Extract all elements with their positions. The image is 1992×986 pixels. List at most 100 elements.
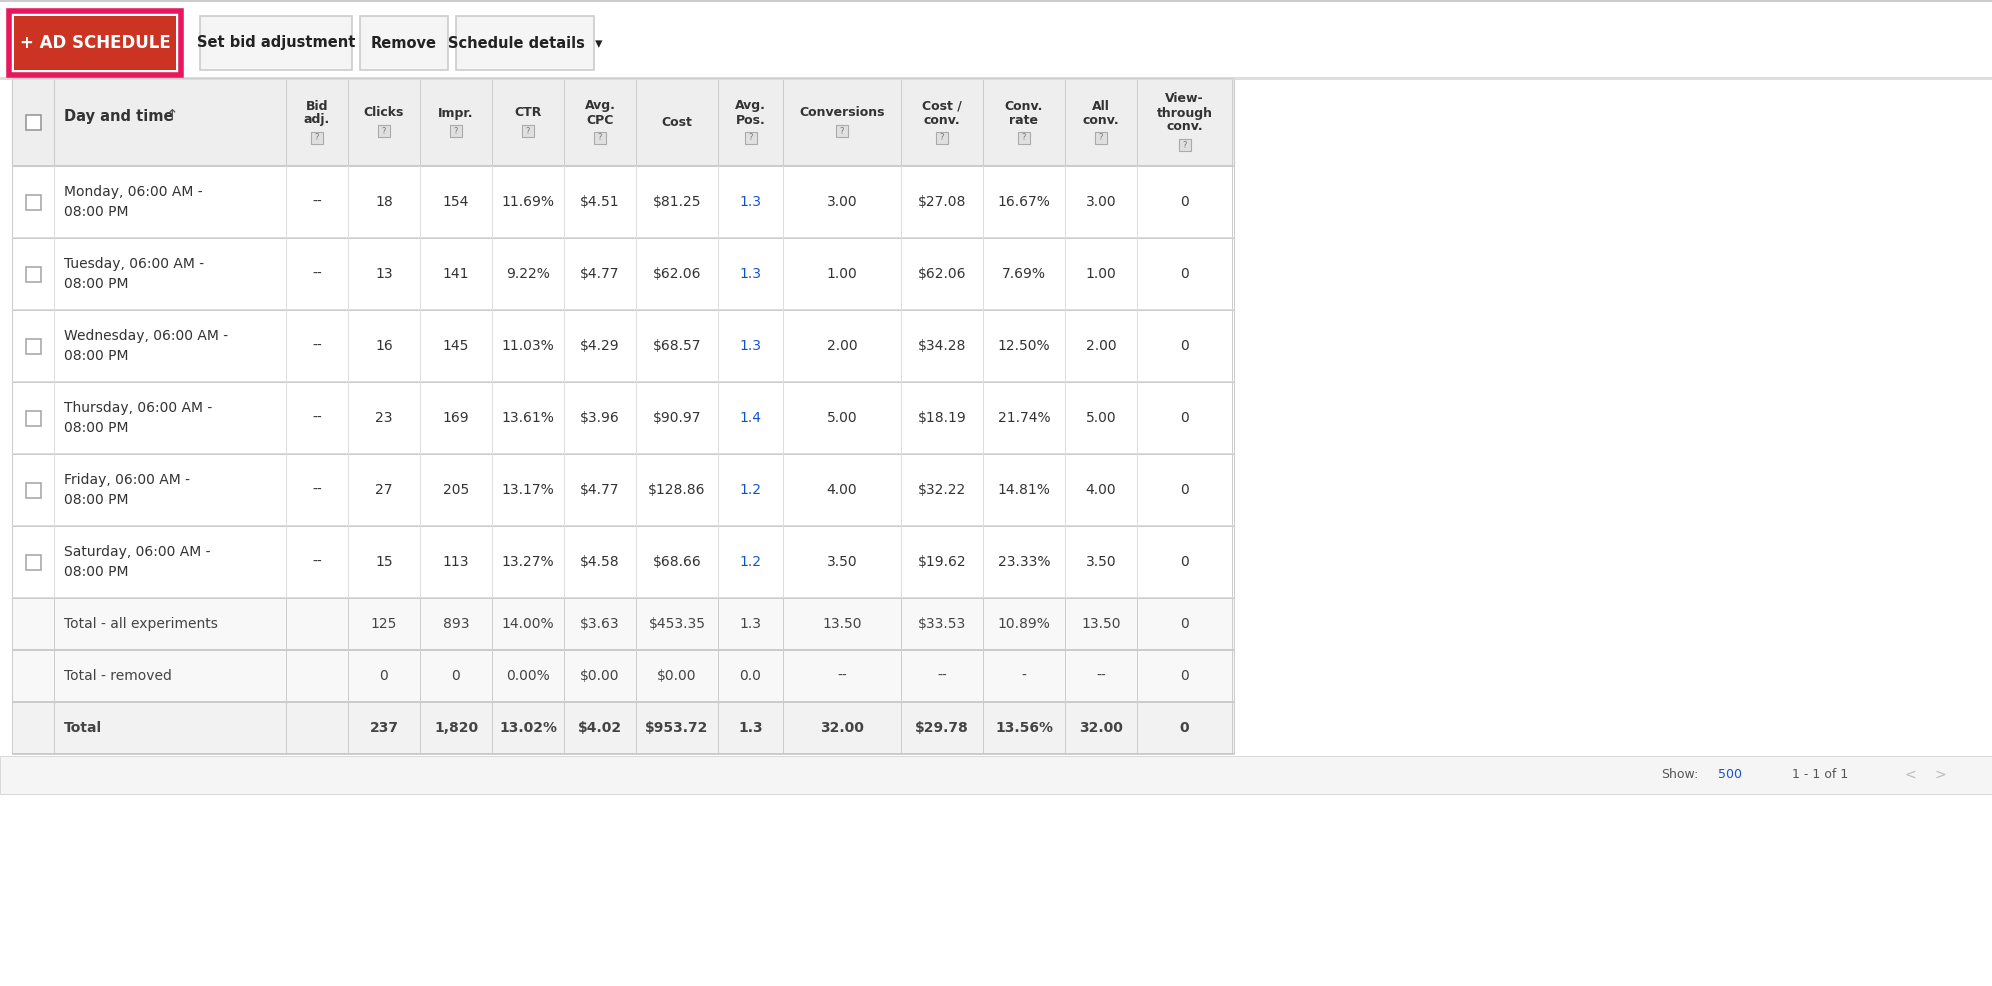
Text: ?: ? xyxy=(1100,133,1104,143)
Bar xyxy=(14,16,175,70)
Bar xyxy=(12,309,1233,310)
Text: 1.3: 1.3 xyxy=(739,617,761,631)
Text: 3.50: 3.50 xyxy=(1086,555,1116,569)
Text: --: -- xyxy=(313,555,323,569)
Text: 13.50: 13.50 xyxy=(1082,617,1121,631)
Text: ?: ? xyxy=(454,126,458,135)
Text: 0: 0 xyxy=(1179,411,1189,425)
Text: Tuesday, 06:00 AM -: Tuesday, 06:00 AM - xyxy=(64,257,203,271)
Text: Wednesday, 06:00 AM -: Wednesday, 06:00 AM - xyxy=(64,329,229,343)
Bar xyxy=(12,310,1233,382)
Text: 32.00: 32.00 xyxy=(1080,721,1123,735)
Text: 237: 237 xyxy=(369,721,398,735)
Text: 32.00: 32.00 xyxy=(821,721,865,735)
Text: 1.00: 1.00 xyxy=(1086,267,1116,281)
Bar xyxy=(12,454,1233,526)
Text: 205: 205 xyxy=(442,483,470,497)
Text: 4.00: 4.00 xyxy=(827,483,857,497)
Text: 5.00: 5.00 xyxy=(1086,411,1116,425)
Text: 0: 0 xyxy=(1179,669,1189,683)
Bar xyxy=(837,125,849,137)
Bar xyxy=(0,0,1992,78)
Text: --: -- xyxy=(313,267,323,281)
Text: $4.02: $4.02 xyxy=(578,721,622,735)
Text: $3.96: $3.96 xyxy=(580,411,620,425)
Bar xyxy=(12,78,54,166)
Text: Clicks: Clicks xyxy=(365,106,404,119)
Text: 08:00 PM: 08:00 PM xyxy=(64,349,129,363)
Text: 1.00: 1.00 xyxy=(827,267,857,281)
Text: --: -- xyxy=(313,411,323,425)
Text: Cost: Cost xyxy=(661,115,693,128)
Bar xyxy=(12,526,1233,598)
Bar xyxy=(12,78,1233,166)
Text: 1.3: 1.3 xyxy=(739,195,761,209)
Text: 14.81%: 14.81% xyxy=(998,483,1050,497)
Text: 0.00%: 0.00% xyxy=(506,669,550,683)
Text: Avg.: Avg. xyxy=(584,100,616,112)
Text: ?: ? xyxy=(841,126,845,135)
Text: $34.28: $34.28 xyxy=(918,339,966,353)
Text: -: - xyxy=(1022,669,1026,683)
Text: Bid: Bid xyxy=(305,100,329,112)
Text: Remove: Remove xyxy=(371,35,436,50)
Bar xyxy=(12,701,1233,702)
Text: $0.00: $0.00 xyxy=(580,669,620,683)
Text: ↑: ↑ xyxy=(165,108,179,123)
Text: Day and time: Day and time xyxy=(64,108,173,123)
Bar xyxy=(0,77,1992,80)
Text: 0: 0 xyxy=(1179,555,1189,569)
Text: $4.58: $4.58 xyxy=(580,555,620,569)
Text: 125: 125 xyxy=(371,617,396,631)
Text: $3.63: $3.63 xyxy=(580,617,620,631)
Bar xyxy=(12,525,1233,526)
Text: 21.74%: 21.74% xyxy=(998,411,1050,425)
Text: Set bid adjustment: Set bid adjustment xyxy=(197,35,355,50)
Text: Saturday, 06:00 AM -: Saturday, 06:00 AM - xyxy=(64,545,211,559)
Text: <: < xyxy=(1904,768,1916,782)
Text: ?: ? xyxy=(1181,140,1187,150)
Bar xyxy=(12,78,1233,79)
Text: Friday, 06:00 AM -: Friday, 06:00 AM - xyxy=(64,473,189,487)
Bar xyxy=(12,78,1233,79)
Text: Total - removed: Total - removed xyxy=(64,669,171,683)
Bar xyxy=(12,165,1233,166)
Text: 0: 0 xyxy=(1179,267,1189,281)
Text: Schedule details  ▾: Schedule details ▾ xyxy=(448,35,602,50)
Bar xyxy=(12,753,1233,754)
Text: CPC: CPC xyxy=(586,113,614,126)
Text: 11.69%: 11.69% xyxy=(502,195,554,209)
Text: 1.3: 1.3 xyxy=(739,339,761,353)
Text: 0.0: 0.0 xyxy=(739,669,761,683)
Bar xyxy=(745,132,757,144)
Text: 169: 169 xyxy=(442,411,470,425)
Text: 23: 23 xyxy=(374,411,392,425)
Text: 3.50: 3.50 xyxy=(827,555,857,569)
Text: 1.3: 1.3 xyxy=(739,267,761,281)
Bar xyxy=(0,0,1992,2)
Text: $18.19: $18.19 xyxy=(918,411,966,425)
Text: $453.35: $453.35 xyxy=(649,617,705,631)
Text: 0: 0 xyxy=(380,669,388,683)
Text: ?: ? xyxy=(749,133,753,143)
Text: CTR: CTR xyxy=(514,106,542,119)
Text: 1.3: 1.3 xyxy=(739,721,763,735)
Text: 0: 0 xyxy=(1179,617,1189,631)
Text: 13.02%: 13.02% xyxy=(500,721,558,735)
Text: 08:00 PM: 08:00 PM xyxy=(64,565,129,579)
Text: 13.27%: 13.27% xyxy=(502,555,554,569)
Text: 0: 0 xyxy=(1179,721,1189,735)
Bar xyxy=(12,381,1233,382)
Text: 23.33%: 23.33% xyxy=(998,555,1050,569)
Text: ?: ? xyxy=(1022,133,1026,143)
Bar xyxy=(12,649,1233,650)
Text: Total - all experiments: Total - all experiments xyxy=(64,617,217,631)
Text: Cost /: Cost / xyxy=(922,100,962,112)
Text: All: All xyxy=(1092,100,1110,112)
Bar xyxy=(12,382,1233,454)
Text: 13: 13 xyxy=(374,267,392,281)
Text: 11.03%: 11.03% xyxy=(502,339,554,353)
Text: 9.22%: 9.22% xyxy=(506,267,550,281)
Bar xyxy=(26,338,40,354)
Text: 3.00: 3.00 xyxy=(827,195,857,209)
